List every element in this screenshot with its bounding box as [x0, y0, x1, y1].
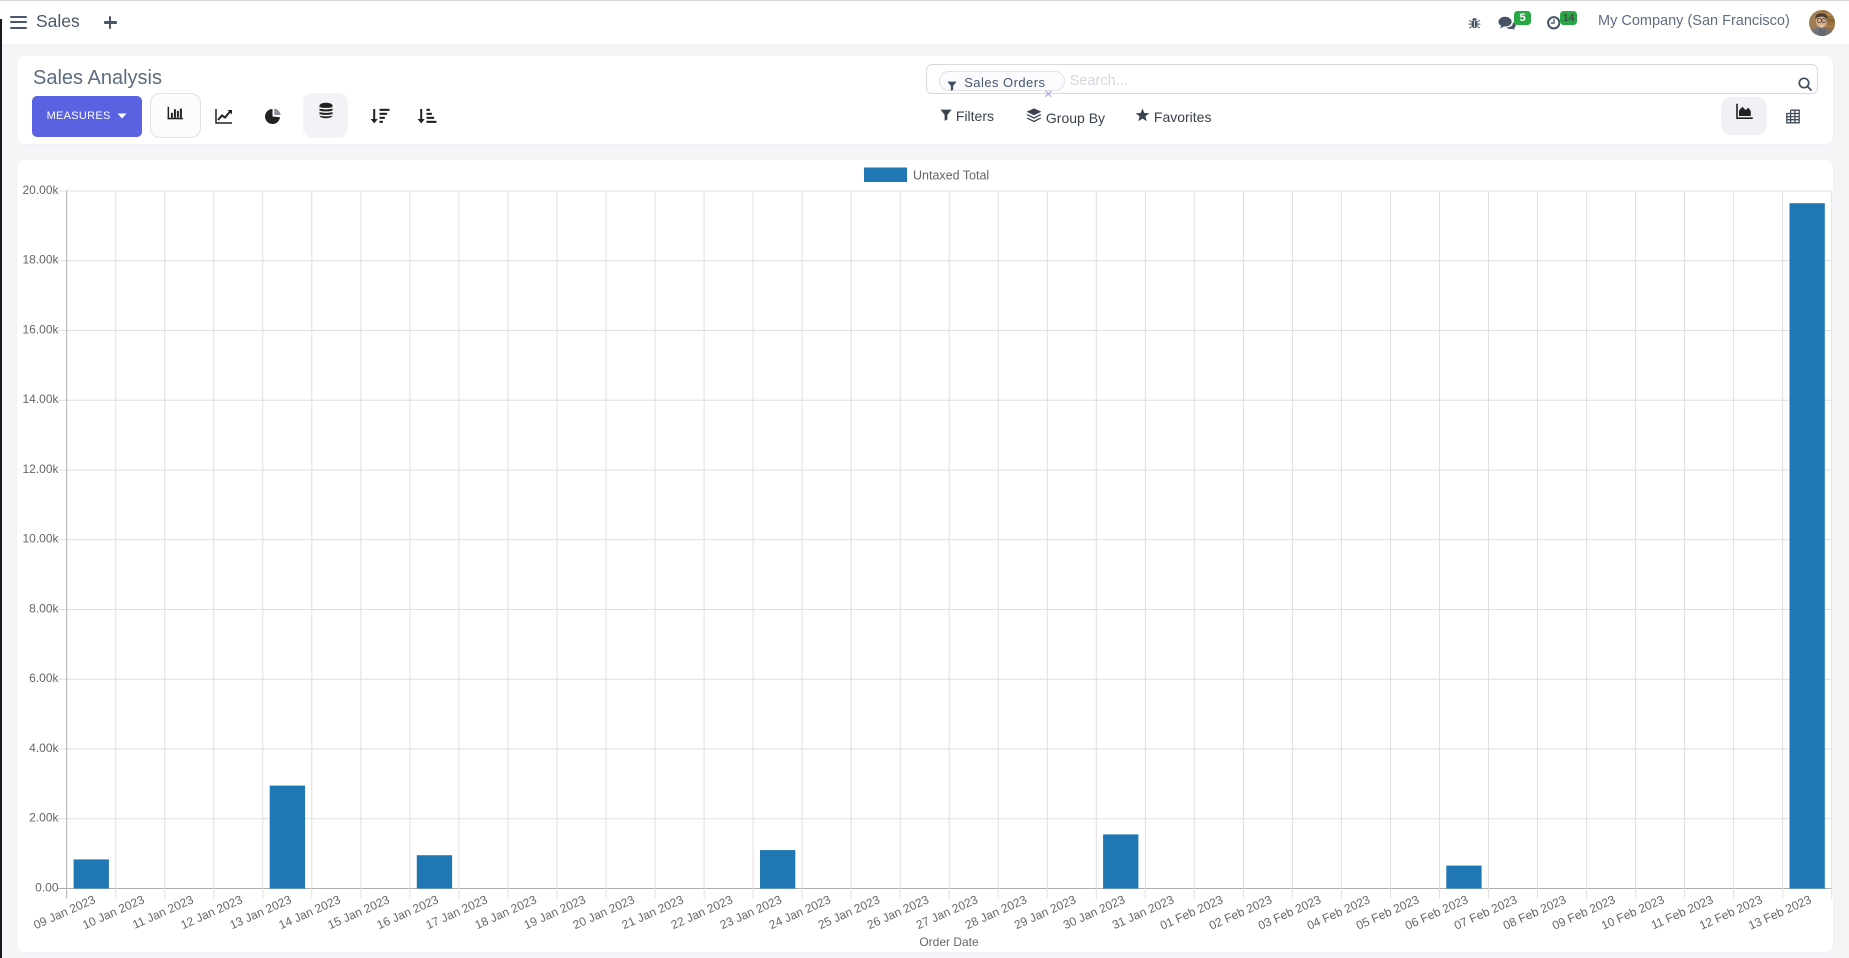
svg-text:18.00k: 18.00k	[22, 253, 59, 267]
svg-text:4.00k: 4.00k	[29, 741, 59, 755]
svg-text:0.00: 0.00	[35, 880, 59, 894]
svg-text:Order Date: Order Date	[919, 935, 979, 949]
svg-text:20.00k: 20.00k	[22, 183, 59, 197]
svg-text:6.00k: 6.00k	[29, 671, 59, 685]
svg-text:Untaxed Total: Untaxed Total	[913, 169, 989, 183]
svg-text:16.00k: 16.00k	[22, 322, 59, 336]
svg-text:8.00k: 8.00k	[29, 601, 59, 615]
svg-text:12.00k: 12.00k	[22, 462, 59, 476]
svg-text:14.00k: 14.00k	[22, 392, 59, 406]
svg-text:2.00k: 2.00k	[29, 811, 59, 825]
svg-text:10.00k: 10.00k	[22, 532, 59, 546]
